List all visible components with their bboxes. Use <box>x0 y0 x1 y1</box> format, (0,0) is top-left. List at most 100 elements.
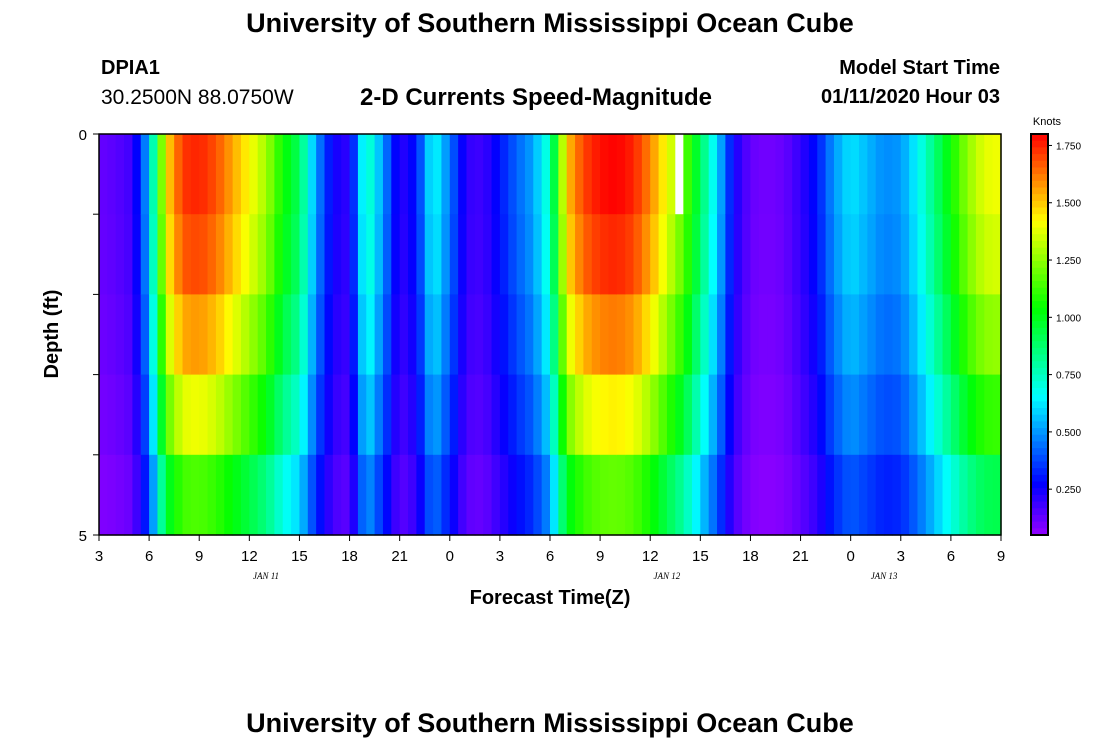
heatmap-cell <box>792 294 802 376</box>
heatmap-cell <box>524 454 534 536</box>
heatmap-cell <box>207 294 217 376</box>
heatmap-cell <box>416 454 426 536</box>
colorbar-segment <box>1031 274 1048 282</box>
heatmap-cell <box>850 454 860 536</box>
heatmap-cell <box>483 134 493 215</box>
heatmap-cell <box>591 134 601 215</box>
colorbar-segment <box>1031 314 1048 322</box>
heatmap-cell <box>808 294 818 376</box>
heatmap-cell <box>975 214 985 295</box>
heatmap-cell <box>566 294 576 376</box>
heatmap-cell <box>399 374 409 456</box>
date-label: JAN 13 <box>871 571 898 581</box>
heatmap-cell <box>767 374 777 456</box>
colorbar-segment <box>1031 521 1048 529</box>
heatmap-cell <box>408 214 417 295</box>
heatmap-cell <box>591 294 601 376</box>
heatmap-cell <box>324 454 334 536</box>
heatmap-cell <box>307 134 317 215</box>
heatmap-cell <box>165 214 175 295</box>
heatmap-cell <box>975 454 985 536</box>
heatmap-cell <box>925 134 935 215</box>
heatmap-cell <box>808 214 818 295</box>
heatmap-cell <box>925 454 935 536</box>
heatmap-cell <box>583 374 593 456</box>
heatmap-cell <box>625 214 635 295</box>
heatmap-cell <box>942 214 952 295</box>
heatmap-cell <box>775 374 785 456</box>
heatmap-cell <box>733 214 743 295</box>
x-tick-label: 15 <box>692 548 709 565</box>
heatmap-cell <box>399 294 409 376</box>
heatmap-cell <box>291 134 301 215</box>
heatmap-cell <box>408 454 417 536</box>
heatmap-cell <box>240 214 250 295</box>
heatmap-cell <box>992 214 1002 295</box>
heatmap-cell <box>600 294 610 376</box>
heatmap-cell <box>366 294 376 376</box>
heatmap-cell <box>299 134 309 215</box>
heatmap-cell <box>115 214 125 295</box>
heatmap-cell <box>433 294 443 376</box>
heatmap-cell <box>433 214 443 295</box>
heatmap-cell <box>909 294 919 376</box>
heatmap-cell <box>867 454 877 536</box>
heatmap-cell <box>124 374 134 456</box>
heatmap-cell <box>491 374 501 456</box>
heatmap-cell <box>892 214 902 295</box>
heatmap-cell <box>307 214 317 295</box>
heatmap-cell <box>892 294 902 376</box>
heatmap-cell <box>850 134 860 215</box>
colorbar-segment <box>1031 334 1048 342</box>
heatmap-cell <box>683 454 693 536</box>
heatmap-cell <box>975 134 985 215</box>
heatmap-cell <box>925 374 935 456</box>
heatmap-cell <box>658 374 668 456</box>
heatmap-cell <box>633 214 643 295</box>
heatmap-cell <box>232 294 242 376</box>
heatmap-cell <box>182 294 192 376</box>
heatmap-cell <box>725 454 735 536</box>
heatmap-cell <box>533 134 543 215</box>
colorbar-segment <box>1031 428 1048 436</box>
heatmap-cell <box>875 374 885 456</box>
x-tick-label: 21 <box>792 548 809 565</box>
heatmap-cell <box>675 214 685 295</box>
heatmap-cell <box>366 454 376 536</box>
heatmap-cell <box>249 134 259 215</box>
colorbar-segment <box>1031 501 1048 509</box>
heatmap-cell <box>909 374 919 456</box>
heatmap-cell <box>282 294 292 376</box>
heatmap-cell <box>708 214 718 295</box>
colorbar-segment <box>1031 341 1048 349</box>
colorbar-segment <box>1031 354 1048 362</box>
x-axis: 3 6 9 12 15 18 21 0 3 6 9 12 15 18 21 0 3 6 9 JAN 11 JAN 12 J… <box>95 535 1005 581</box>
heatmap-cell <box>717 374 726 456</box>
colorbar-segment <box>1031 508 1048 516</box>
heatmap-cell <box>207 134 217 215</box>
heatmap-cell <box>533 294 543 376</box>
heatmap-cell <box>107 134 117 215</box>
heatmap-cell <box>608 454 618 536</box>
heatmap-cell <box>792 134 802 215</box>
heatmap-cell <box>541 374 551 456</box>
heatmap-cell <box>742 374 752 456</box>
heatmap-cell <box>307 294 317 376</box>
heatmap-cell <box>165 374 175 456</box>
heatmap-cell <box>299 374 309 456</box>
page-title: University of Southern Mississippi Ocean… <box>246 8 854 38</box>
heatmap-cell <box>959 214 969 295</box>
heatmap-cell <box>266 374 275 456</box>
heatmap-cell <box>975 294 985 376</box>
heatmap-cell <box>691 374 701 456</box>
heatmap-cell <box>892 454 902 536</box>
heatmap-cell <box>249 294 259 376</box>
colorbar-segment <box>1031 180 1048 189</box>
heatmap-cell <box>207 214 217 295</box>
heatmap-cell <box>174 374 184 456</box>
heatmap-cell <box>341 294 351 376</box>
colorbar-segment <box>1031 227 1048 235</box>
colorbar-segment <box>1031 454 1048 463</box>
colorbar-segment <box>1031 327 1048 336</box>
heatmap-cell <box>934 134 944 215</box>
